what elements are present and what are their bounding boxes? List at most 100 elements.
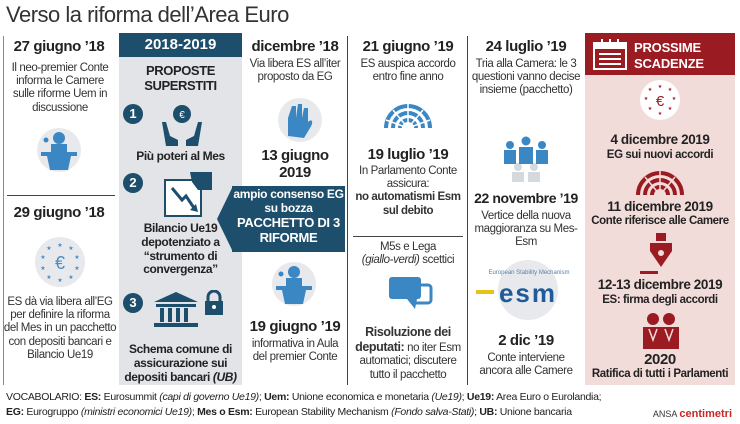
deadlines-title: PROSSIME SCADENZE bbox=[634, 40, 704, 71]
callout-headline: PACCHETTO DI 3 RIFORME bbox=[237, 214, 340, 245]
vocab-key: Mes o Esm: bbox=[197, 405, 253, 418]
event-text-line: In Parlamento Conte assicura: bbox=[359, 165, 457, 191]
event-text: Vertice della nuova maggioranza su Mes-E… bbox=[474, 210, 578, 249]
date-19-giugno-19: 19 giugno ’19 bbox=[249, 318, 341, 335]
event-text-bold: no automatismi Esm sul debito bbox=[355, 191, 461, 217]
deadline-date: 2020 bbox=[644, 351, 676, 368]
credit: ANSA centimetri bbox=[653, 408, 732, 420]
vocab-value: European Stability Mechanism bbox=[252, 405, 392, 418]
officials-icon bbox=[641, 312, 681, 355]
divider bbox=[353, 236, 463, 237]
esm-logo-stripe bbox=[476, 290, 494, 294]
esm-logo-caption: European Stability Mechanism bbox=[488, 270, 570, 276]
bank-icon bbox=[152, 290, 200, 335]
event-text: Tria alla Camera: le 3 questioni vanno d… bbox=[471, 58, 581, 97]
svg-text:★: ★ bbox=[46, 245, 51, 252]
date-21-giugno-19: 21 giugno ’19 bbox=[362, 38, 454, 55]
esm-logo-bg bbox=[498, 260, 558, 320]
callout-arrow bbox=[217, 186, 233, 257]
vocab-note: (ministri economici Ue19) bbox=[80, 405, 192, 418]
vocab-sep: ; bbox=[258, 391, 265, 403]
divider bbox=[467, 36, 468, 385]
people-group-icon bbox=[500, 135, 552, 188]
event-text: informativa in Aula del premier Conte bbox=[251, 338, 339, 364]
vocab-sep: ; bbox=[191, 405, 198, 418]
chat-bubbles-icon bbox=[387, 275, 435, 322]
date-2-dic-19: 2 dic ’19 bbox=[498, 332, 554, 349]
svg-text:★: ★ bbox=[74, 265, 79, 272]
calendar-icon bbox=[593, 38, 627, 75]
svg-text:★: ★ bbox=[57, 277, 62, 284]
date-22-novembre-19: 22 novembre ’19 bbox=[474, 190, 578, 206]
credit-ansa: ANSA bbox=[652, 409, 677, 419]
ok-hand-icon bbox=[278, 98, 322, 142]
svg-text:€: € bbox=[55, 253, 65, 273]
proposal-label-text: Schema comune di assicurazione sui depos… bbox=[124, 342, 232, 384]
event-text: Risoluzione dei deputati: no iter Esm au… bbox=[352, 325, 464, 382]
divider bbox=[347, 36, 348, 385]
divider bbox=[7, 195, 115, 196]
number-badge: 2 bbox=[123, 173, 143, 193]
proposal-label: Bilancio Ue19 depotenziato a “strumento … bbox=[141, 221, 220, 277]
podium-icon bbox=[272, 262, 316, 306]
credit-centimetri: centimetri bbox=[679, 408, 732, 420]
fountain-pen-icon bbox=[640, 233, 680, 280]
vocabulary-legend: VOCABOLARIO: ES: Eurosummit (capi di gov… bbox=[6, 390, 602, 420]
svg-text:★: ★ bbox=[68, 274, 73, 281]
svg-text:★: ★ bbox=[648, 106, 653, 112]
vocab-value: Unione bancaria bbox=[497, 405, 572, 418]
euro-stars-icon: ★ ★ ★ ★ ★ ★ ★ ★ € bbox=[640, 80, 680, 120]
podium-icon bbox=[37, 128, 81, 172]
svg-text:★: ★ bbox=[644, 96, 649, 102]
event-text: M5s e Lega (giallo-verdi) scettici bbox=[352, 241, 464, 267]
event-text-line: M5s e Lega bbox=[379, 241, 437, 253]
vocab-note: (Ue19) bbox=[431, 391, 462, 403]
vocab-sep: ; bbox=[474, 405, 480, 418]
parliament-icon bbox=[383, 100, 433, 135]
vocab-value: Eurosummit bbox=[101, 391, 160, 403]
svg-text:★: ★ bbox=[668, 87, 673, 93]
number-badge: 3 bbox=[123, 293, 143, 313]
deadline-date: 11 dicembre 2019 bbox=[607, 199, 713, 214]
event-text-line: scettici bbox=[422, 254, 455, 267]
divider bbox=[3, 36, 4, 385]
event-text: Il neo-premier Conte informa le Camere s… bbox=[11, 62, 109, 114]
number-badge: 1 bbox=[123, 104, 143, 124]
proposal-label: Schema comune di assicurazione sui depos… bbox=[119, 342, 242, 384]
date-19-luglio-19: 19 luglio ’19 bbox=[367, 146, 449, 163]
panel-header: 2018-2019 bbox=[119, 33, 242, 57]
svg-text:★: ★ bbox=[40, 265, 45, 272]
event-text-bold: Risoluzione dei deputati: bbox=[355, 325, 451, 355]
esm-logo: esm bbox=[498, 278, 558, 308]
proposal-label-italic: (UB) bbox=[212, 369, 237, 384]
deadline-date: 12-13 dicembre 2019 bbox=[597, 277, 723, 292]
vocab-key: ES: bbox=[84, 391, 101, 403]
vocab-note: (capi di governo Ue19) bbox=[159, 391, 259, 403]
vocab-value: Area Euro o Eurolandia; bbox=[494, 391, 602, 403]
vocab-label: VOCABOLARIO: bbox=[6, 391, 82, 403]
deadline-text: ES: firma degli accordi bbox=[602, 294, 718, 306]
hands-money-icon: € bbox=[160, 100, 204, 151]
lock-icon bbox=[204, 289, 224, 321]
date-27-giugno-18: 27 giugno ’18 bbox=[13, 38, 105, 55]
callout-text: ampio consenso EG su bozza bbox=[233, 187, 344, 215]
vocab-key: Uem: bbox=[264, 391, 290, 403]
vocab-line: VOCABOLARIO: ES: Eurosummit (capi di gov… bbox=[6, 390, 602, 405]
euro-stars-icon: ★ ★ ★ ★ ★ ★ ★ ★ ★ ★ € bbox=[35, 237, 85, 287]
svg-text:★: ★ bbox=[658, 111, 663, 117]
event-text: Via libera ES all’iter proposto da EG bbox=[249, 58, 341, 84]
page-title: Verso la riforma dell’Area Euro bbox=[6, 2, 289, 27]
vocab-sep: ; bbox=[461, 391, 467, 403]
panel-subtitle: PROPOSTE SUPERSTITI bbox=[144, 63, 217, 93]
event-text-line: no iter Esm automatici; discutere tutto … bbox=[359, 342, 461, 381]
vocab-key: Ue19: bbox=[466, 391, 495, 403]
event-text: In Parlamento Conte assicura: no automati… bbox=[352, 165, 464, 218]
date-13-giugno-2019: 13 giugno 2019 bbox=[261, 147, 329, 182]
date-24-luglio-19: 24 luglio ’19 bbox=[485, 38, 567, 55]
vocab-line: EG: Eurogruppo (ministri economici Ue19)… bbox=[6, 405, 601, 420]
svg-text:€: € bbox=[656, 93, 665, 110]
date-29-giugno-18: 29 giugno ’18 bbox=[13, 204, 105, 221]
svg-text:★: ★ bbox=[46, 274, 51, 281]
date-dicembre-18: dicembre ’18 bbox=[251, 38, 339, 55]
proposal-label: Più poteri al Mes bbox=[136, 149, 225, 163]
